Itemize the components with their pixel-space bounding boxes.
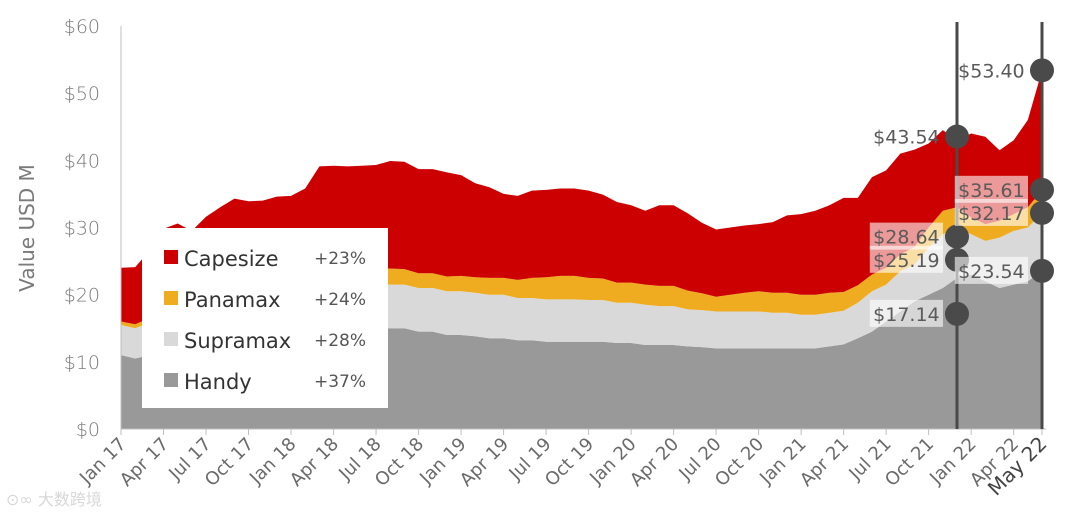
value-label-bg [869,245,943,273]
y-tick-label: $0 [76,419,100,441]
legend-swatch-supramax [164,332,178,346]
y-tick-label: $40 [64,150,100,172]
y-tick-label: $30 [64,218,100,240]
value-marker [944,124,969,149]
value-marker [944,224,969,249]
y-tick-label: $20 [64,285,100,307]
x-tick-label: Apr 19 [456,434,513,491]
x-tick-label: Oct 17 [201,434,258,491]
legend: Capesize +23% Panamax +24% Supramax +28% Handy… [142,228,388,408]
value-label: $25.19 [873,250,939,272]
axes [120,26,1046,430]
x-tick-label: Apr 21 [796,434,853,491]
y-tick-label: $10 [64,352,100,374]
x-tick-label: Oct 21 [881,434,938,491]
watermark-text: 大数跨境 [37,490,102,509]
legend-swatch-capesize [164,250,178,264]
x-tick-label: Oct 19 [541,434,598,491]
value-label: $28.64 [873,227,939,249]
value-marker [1030,258,1054,283]
value-label-bg [954,175,1028,203]
legend-box [142,228,388,408]
value-label-bg [954,198,1028,226]
reference-lines: $43.54 $28.64$25.19 $17.14 $53.40 $35.61$32.… [869,22,1054,429]
x-tick-label: Apr 20 [626,434,683,491]
value-label-bg [869,222,943,250]
value-label-bg [869,299,943,327]
y-axis-label: Value USD M [15,164,39,292]
legend-label-handy: Handy [184,370,252,394]
x-tick-label: Oct 18 [371,434,428,491]
y-ticks: $0 $10 $20 $30 $40 $50 $60 [64,16,100,441]
value-label: $35.61 [958,180,1024,202]
legend-change-capesize: +23% [314,249,366,269]
value-marker [1030,58,1054,83]
value-label: $43.54 [873,127,939,149]
legend-swatch-panamax [164,291,178,305]
value-label: $17.14 [873,304,939,326]
value-marker [1030,177,1054,202]
watermark: ⊙∞ 大数跨境 [6,486,102,510]
value-label-bg [954,256,1028,284]
legend-change-handy: +37% [314,372,366,392]
y-tick-label: $60 [64,16,100,38]
x-tick-label: Apr 18 [286,434,343,491]
legend-change-supramax: +28% [314,331,366,351]
x-tick-label: Oct 20 [711,434,768,491]
value-marker [1030,200,1054,225]
value-marker [944,301,969,326]
value-label: $53.40 [958,60,1024,82]
legend-label-capesize: Capesize [184,247,279,271]
value-label: $23.54 [958,261,1024,283]
legend-label-supramax: Supramax [184,329,291,353]
y-tick-label: $50 [64,83,100,105]
x-tick-label: Apr 17 [116,434,173,491]
value-label: $32.17 [958,203,1024,225]
legend-label-panamax: Panamax [184,288,281,312]
watermark-logo-icon: ⊙∞ [6,490,33,509]
legend-change-panamax: +24% [314,290,366,310]
legend-swatch-handy [164,373,178,387]
